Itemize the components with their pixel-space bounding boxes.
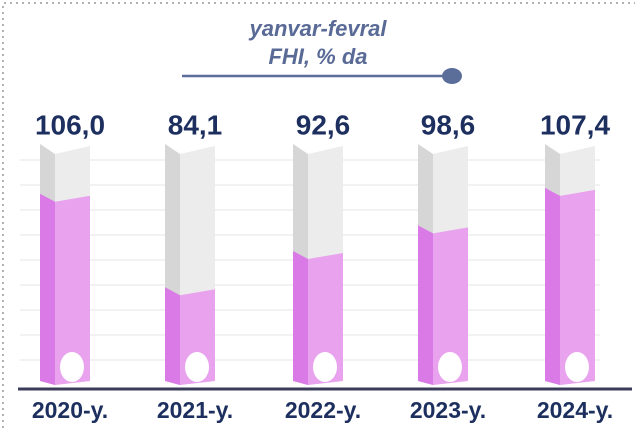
bulb <box>185 352 209 382</box>
x-tick-label: 2021-y. <box>157 397 233 423</box>
x-tick-label: 2020-y. <box>32 397 108 423</box>
value-label: 98,6 <box>421 109 476 140</box>
fill-level <box>545 187 595 385</box>
thermometer <box>40 144 90 385</box>
grid <box>20 159 600 361</box>
fill-level <box>293 250 343 385</box>
x-tick-label: 2022-y. <box>285 397 361 423</box>
bulb <box>438 352 462 382</box>
value-label: 106,0 <box>35 109 105 140</box>
x-tick-label: 2023-y. <box>410 397 486 423</box>
title-dot <box>442 68 462 84</box>
fill-side <box>165 287 180 385</box>
fill-side <box>418 225 433 385</box>
x-tick-label: 2024-y. <box>537 397 613 423</box>
bulb <box>565 352 589 382</box>
thermometer <box>165 144 215 385</box>
fill-level <box>418 225 468 385</box>
fill-level <box>40 193 90 385</box>
fill-front <box>55 195 90 385</box>
bulb <box>60 352 84 382</box>
bulb <box>313 352 337 382</box>
thermometer <box>293 144 343 385</box>
fill-side <box>545 187 560 385</box>
fill-side <box>293 250 308 385</box>
fill-front <box>560 189 595 385</box>
value-label: 84,1 <box>168 109 223 140</box>
thermometer <box>418 144 468 385</box>
chart-subtitle: FHI, % da <box>268 44 367 69</box>
fill-side <box>40 193 55 385</box>
fill-front <box>308 252 343 385</box>
value-label: 92,6 <box>296 109 351 140</box>
thermometer <box>545 144 595 385</box>
fill-front <box>433 227 468 385</box>
chart-title: yanvar-fevral <box>249 16 388 41</box>
value-label: 107,4 <box>540 109 610 140</box>
